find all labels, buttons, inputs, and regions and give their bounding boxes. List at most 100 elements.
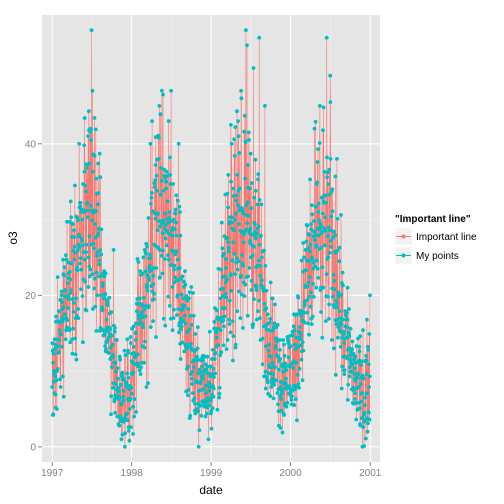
data-point — [118, 382, 123, 387]
data-point — [227, 322, 232, 326]
data-point — [68, 340, 72, 345]
data-point — [348, 326, 353, 331]
data-point — [120, 370, 125, 375]
data-point — [337, 324, 341, 329]
data-point — [145, 282, 149, 287]
data-point — [59, 293, 64, 298]
data-point — [250, 232, 254, 237]
data-point — [173, 211, 178, 216]
data-point — [168, 182, 173, 186]
data-point — [186, 393, 190, 398]
data-point — [146, 216, 151, 220]
data-point — [102, 332, 107, 336]
data-point — [213, 326, 218, 331]
data-point — [259, 233, 263, 238]
data-point — [341, 283, 345, 288]
data-point — [167, 210, 172, 214]
data-point — [315, 160, 320, 164]
data-point — [297, 366, 302, 371]
data-point — [357, 406, 362, 411]
data-point — [357, 344, 362, 349]
data-point — [177, 266, 182, 270]
data-point — [306, 321, 310, 326]
data-point — [251, 244, 256, 249]
data-point — [169, 88, 174, 93]
data-point — [61, 257, 65, 262]
data-point — [57, 338, 62, 342]
data-point — [68, 269, 72, 274]
data-point — [178, 210, 182, 214]
data-point — [301, 241, 306, 245]
data-point — [345, 325, 349, 329]
data-point — [327, 167, 332, 172]
data-point — [117, 423, 122, 428]
data-point — [225, 338, 230, 342]
data-point — [73, 352, 78, 357]
data-point — [175, 293, 180, 298]
data-point — [268, 280, 273, 285]
data-point — [158, 112, 163, 117]
data-point — [103, 271, 108, 276]
data-point — [172, 263, 177, 268]
data-point — [246, 130, 251, 135]
data-point — [263, 263, 268, 268]
data-point — [93, 276, 97, 281]
data-point — [132, 397, 137, 401]
data-point — [110, 333, 114, 338]
data-point — [334, 298, 339, 303]
x-axis-title: date — [199, 483, 223, 497]
data-point — [79, 267, 84, 272]
data-point — [128, 396, 133, 401]
data-point — [295, 373, 300, 377]
data-point — [52, 337, 57, 342]
data-point — [50, 385, 55, 389]
data-point — [246, 213, 251, 218]
data-point — [143, 269, 148, 273]
data-point — [318, 221, 322, 226]
data-point — [224, 295, 229, 300]
data-point — [190, 369, 195, 374]
data-point — [172, 267, 177, 272]
data-point — [308, 177, 312, 182]
data-point — [296, 382, 301, 386]
data-point — [253, 222, 257, 227]
data-point — [215, 407, 220, 412]
data-point — [193, 411, 198, 416]
data-point — [97, 262, 102, 267]
data-point — [243, 176, 248, 181]
data-point — [295, 312, 299, 317]
data-point — [135, 257, 140, 261]
data-point — [180, 340, 185, 345]
data-point — [53, 374, 57, 379]
data-point — [299, 357, 304, 362]
data-point — [71, 326, 75, 331]
data-point — [58, 377, 62, 382]
data-point — [340, 270, 345, 275]
data-point — [151, 319, 155, 323]
data-point — [297, 385, 301, 390]
data-point — [306, 259, 311, 264]
data-point — [178, 233, 183, 238]
data-point — [102, 296, 106, 301]
data-point — [192, 396, 197, 401]
data-point — [278, 357, 282, 361]
data-point — [264, 288, 269, 293]
data-point — [229, 179, 234, 184]
data-point — [222, 314, 227, 319]
data-point — [310, 314, 315, 319]
x-tick-label: 2000 — [279, 468, 302, 479]
data-point — [285, 401, 290, 405]
data-point — [97, 151, 102, 156]
data-point — [311, 282, 315, 286]
data-point — [257, 35, 262, 40]
data-point — [175, 198, 180, 203]
data-point — [367, 374, 372, 379]
data-point — [122, 377, 126, 382]
data-point — [335, 216, 340, 221]
data-point — [152, 181, 157, 186]
data-point — [237, 222, 241, 227]
data-point — [172, 280, 177, 285]
data-point — [173, 207, 178, 212]
data-point — [174, 193, 179, 198]
data-point — [230, 220, 234, 225]
